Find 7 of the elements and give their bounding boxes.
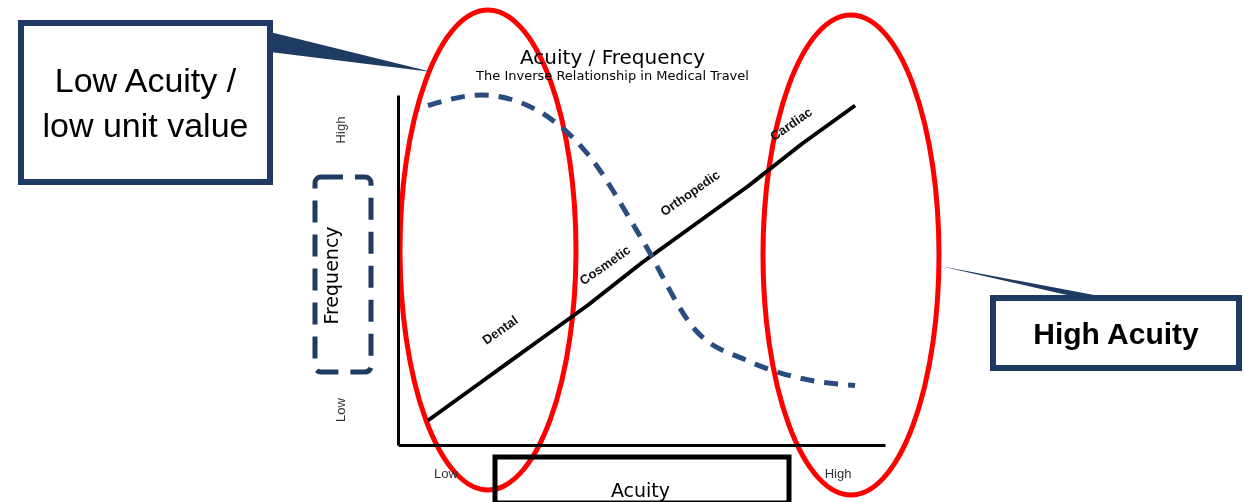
text: High Acuity xyxy=(1033,315,1199,352)
text: High xyxy=(332,116,348,144)
text: Low xyxy=(332,398,348,422)
x-axis-title: Acuity xyxy=(610,478,671,501)
text: High xyxy=(824,465,852,481)
text: Low Acuity / low unit value xyxy=(41,60,250,146)
y-axis-title: Frequency xyxy=(319,226,342,325)
